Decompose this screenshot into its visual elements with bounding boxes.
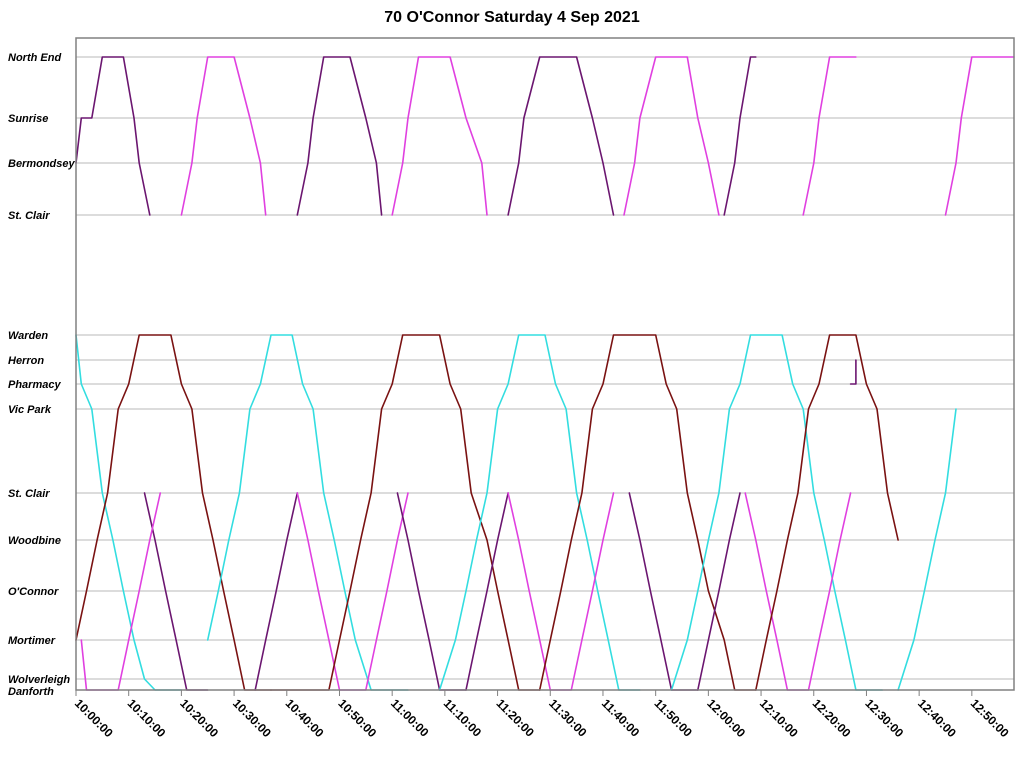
trip-line [180, 56, 267, 216]
trip-line [391, 56, 488, 216]
stop-label: Vic Park [8, 404, 52, 416]
trip-line [623, 56, 720, 216]
trip-line [75, 334, 183, 691]
trip-line [270, 334, 541, 691]
stop-label: St. Clair [8, 210, 50, 222]
x-tick-label: 11:40:00 [599, 696, 643, 740]
trip-line [802, 56, 857, 216]
trip-line [254, 492, 299, 691]
trip-line [438, 334, 641, 691]
trip-line [296, 56, 383, 216]
stop-label: Mortimer [8, 635, 56, 647]
trip-line [75, 56, 151, 216]
plot-frame [75, 37, 1015, 691]
trip-line [670, 334, 884, 691]
trip-line [696, 492, 741, 691]
x-tick-label: 10:40:00 [283, 696, 327, 740]
stop-label: Herron [8, 355, 44, 367]
trip-line [206, 334, 409, 691]
x-ticks: 10:00:00 10:10:00 10:20:00 10:30:00 10:40:00… [72, 690, 1012, 740]
x-tick-label: 12:30:00 [862, 696, 906, 740]
trip-line [628, 492, 699, 691]
trip-line [80, 492, 162, 691]
trip-line [849, 359, 857, 385]
x-tick-label: 11:30:00 [546, 696, 590, 740]
trip-line [723, 56, 757, 216]
trip-line [538, 334, 757, 691]
chart-title: 70 O'Connor Saturday 4 Sep 2021 [384, 9, 640, 26]
x-tick-label: 10:00:00 [72, 696, 116, 740]
trip-line [507, 56, 615, 216]
x-tick-label: 10:20:00 [177, 696, 221, 740]
x-tick-label: 10:50:00 [335, 696, 379, 740]
x-tick-label: 11:10:00 [441, 696, 485, 740]
stop-label: St. Clair [8, 488, 50, 500]
stop-label: Bermondsey [8, 158, 76, 170]
stop-label: Sunrise [8, 113, 48, 125]
stop-label: O'Connor [8, 586, 59, 598]
stop-labels: North End Sunrise Bermondsey St. Clair Warde… [8, 52, 76, 698]
x-tick-label: 10:10:00 [125, 696, 169, 740]
trip-line [754, 334, 899, 691]
stop-label: Wolverleigh [8, 674, 70, 686]
trip-line [75, 334, 272, 691]
stop-label: Warden [8, 330, 48, 342]
trip-line [396, 492, 467, 691]
x-tick-label: 10:30:00 [230, 696, 274, 740]
stop-label: Woodbine [8, 535, 61, 547]
trip-line [944, 56, 1015, 216]
trip-line [296, 492, 409, 691]
x-tick-label: 11:20:00 [493, 696, 537, 740]
x-tick-label: 12:10:00 [757, 696, 801, 740]
x-tick-label: 12:00:00 [704, 696, 748, 740]
stop-label: Pharmacy [8, 379, 61, 391]
trip-line [897, 408, 957, 691]
trip-line [465, 492, 509, 691]
x-tick-label: 12:50:00 [968, 696, 1012, 740]
x-tick-label: 12:20:00 [810, 696, 854, 740]
stop-label: Danforth [8, 686, 54, 698]
stop-label: North End [8, 52, 61, 64]
x-tick-label: 11:50:00 [652, 696, 696, 740]
x-tick-label: 12:40:00 [915, 696, 959, 740]
series-lines [75, 56, 1015, 691]
x-tick-label: 11:00:00 [388, 696, 432, 740]
